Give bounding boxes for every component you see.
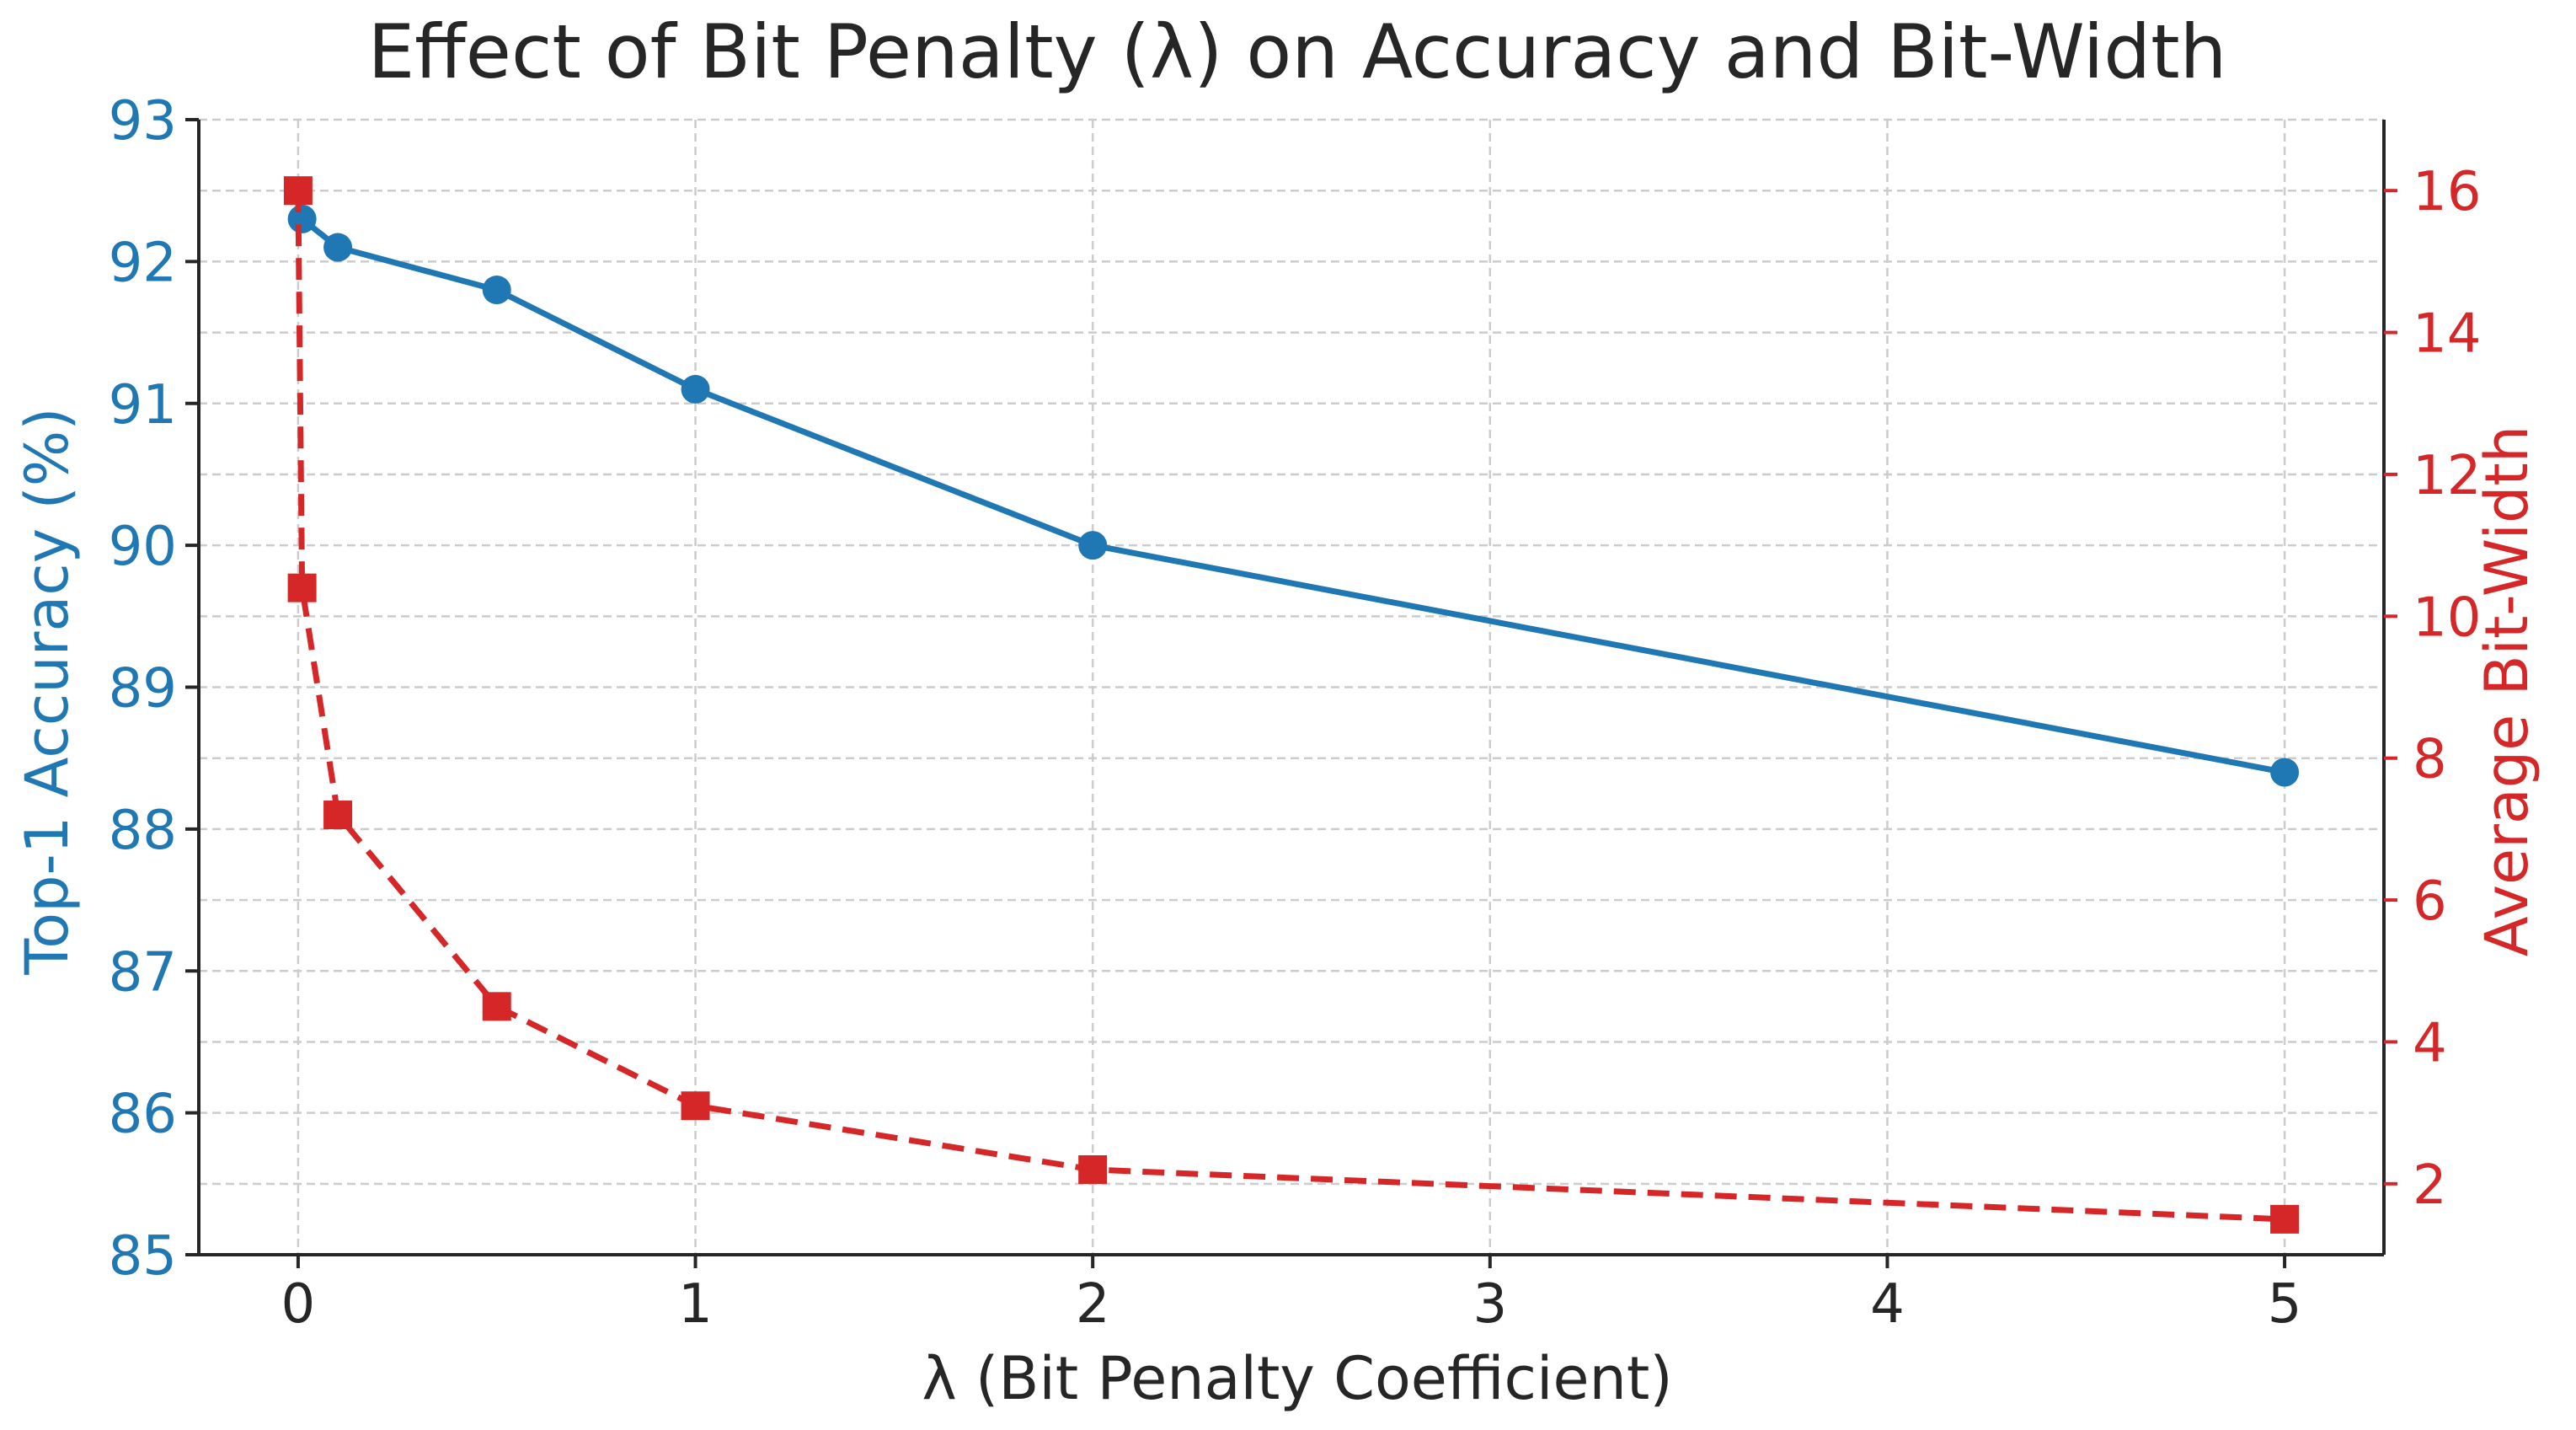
bit-width-point [681, 1091, 710, 1121]
grid-lines [199, 118, 2384, 1256]
y-left-tick-label: 92 [109, 232, 177, 294]
y-right-tick-label: 14 [2413, 303, 2481, 366]
y-left-tick-label: 85 [109, 1225, 177, 1288]
accuracy-point [681, 374, 710, 404]
y-right-tick-label: 2 [2413, 1154, 2447, 1217]
accuracy-point [287, 204, 317, 233]
y-left-tick-label: 90 [109, 516, 177, 578]
y-right-tick-label: 10 [2413, 586, 2481, 649]
y-right-tick-label: 16 [2413, 161, 2481, 223]
x-tick-label: 1 [678, 1273, 713, 1336]
y-right-tick-label: 4 [2413, 1012, 2447, 1074]
x-tick-label: 5 [2268, 1273, 2302, 1336]
bit-width-point [323, 801, 353, 830]
plot-series [283, 176, 2300, 1234]
y-left-tick-label: 91 [109, 374, 177, 436]
accuracy-point [2270, 758, 2300, 787]
y-left-tick-label: 93 [109, 90, 177, 153]
y-axis-left-label: Top-1 Accuracy (%) [13, 407, 82, 975]
accuracy-point [323, 233, 353, 262]
accuracy-series-line [300, 217, 2285, 775]
x-tick-label: 0 [281, 1273, 316, 1336]
y-left-tick-label: 89 [109, 658, 177, 720]
y-right-tick-label: 12 [2413, 445, 2481, 507]
x-tick-label: 3 [1472, 1273, 1507, 1336]
x-tick-label: 4 [1870, 1273, 1905, 1336]
bit-width-point [287, 573, 317, 603]
bit-width-point [482, 992, 511, 1021]
y-left-tick-label: 87 [109, 941, 177, 1004]
y-left-tick-label: 88 [109, 800, 177, 862]
y-left-tick-label: 86 [109, 1084, 177, 1146]
bit-width-series-line [295, 190, 2285, 1223]
bit-width-point [1078, 1154, 1108, 1184]
y-axis-right-label: Average Bit-Width [2472, 426, 2541, 956]
bit-width-point [283, 176, 313, 206]
chart-title: Effect of Bit Penalty (λ) on Accuracy an… [368, 8, 2227, 95]
y-right-tick-label: 8 [2413, 729, 2447, 791]
accuracy-point [482, 276, 511, 305]
x-axis-label: λ (Bit Penalty Coefficient) [922, 1344, 1672, 1413]
y-right-tick-label: 6 [2413, 870, 2447, 933]
accuracy-point [1078, 531, 1108, 560]
x-tick-label: 2 [1076, 1273, 1110, 1336]
bit-width-point [2270, 1204, 2300, 1234]
